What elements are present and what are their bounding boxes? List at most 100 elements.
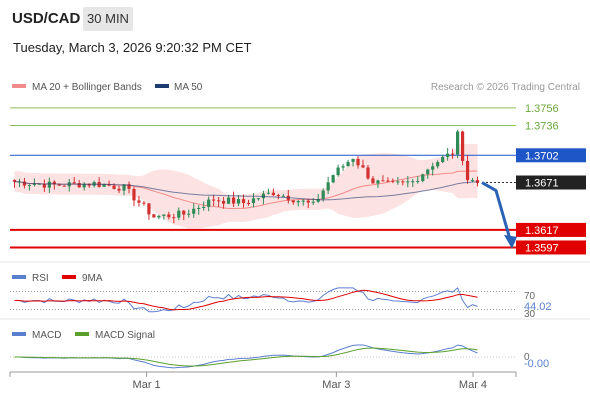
candle — [231, 191, 236, 208]
candle-body — [182, 210, 186, 215]
candle — [411, 178, 415, 188]
macd-panel — [10, 344, 516, 369]
candle-body — [246, 202, 251, 204]
candle — [221, 197, 226, 209]
candle-body — [475, 180, 480, 183]
candle-body — [296, 201, 300, 203]
candle — [436, 160, 440, 169]
candle — [316, 193, 320, 203]
candle-body — [37, 183, 41, 185]
candle — [241, 194, 246, 208]
candle — [470, 178, 475, 183]
candle — [451, 148, 455, 159]
main-legend: MA 20 + Bollinger Bands MA 50 Research ©… — [12, 82, 580, 93]
candle — [291, 200, 295, 205]
candle — [460, 130, 465, 166]
candle-body — [217, 200, 221, 202]
candle — [217, 197, 221, 208]
bollinger-band-fill — [14, 143, 478, 229]
candle — [306, 198, 310, 209]
candle — [122, 184, 126, 196]
candle-body — [27, 184, 32, 186]
candle-body — [22, 181, 27, 186]
level-label-bg — [516, 148, 586, 163]
x-tick-label: Mar 1 — [133, 379, 161, 391]
candle-body — [361, 165, 365, 168]
candle — [147, 203, 151, 220]
candle-body — [226, 197, 231, 204]
forecast-arrow-line — [481, 181, 513, 244]
candle — [202, 201, 206, 211]
macd-legend-swatch — [12, 332, 26, 336]
candle — [271, 188, 275, 197]
candle — [117, 185, 121, 194]
candle-body — [117, 188, 121, 191]
candle-body — [157, 215, 161, 218]
candle-body — [465, 160, 470, 181]
rsi-ma9-line — [14, 289, 478, 311]
candle — [251, 192, 256, 208]
datetime-label: Tuesday, March 3, 2026 9:20:32 PM CET — [13, 40, 252, 55]
level-label: 1.3756 — [525, 103, 559, 115]
candle-body — [42, 183, 46, 188]
candle — [246, 199, 251, 206]
candle — [132, 186, 136, 207]
candle-body — [261, 193, 266, 199]
candle-body — [451, 153, 455, 155]
candle — [441, 154, 445, 164]
level-label: 1.3617 — [525, 225, 559, 237]
chart-credit: Research © 2026 Trading Central — [431, 82, 580, 93]
candle — [321, 188, 325, 202]
bollinger-legend-label: MA 20 + Bollinger Bands — [32, 82, 142, 93]
candle — [187, 209, 191, 218]
macd-signal-legend-label: MACD Signal — [95, 330, 155, 341]
candle-body — [32, 183, 37, 185]
candle-body — [306, 200, 310, 203]
candle — [182, 209, 186, 221]
candle-body — [331, 175, 335, 183]
macd-line — [14, 344, 478, 369]
ma9-legend-label: 9MA — [82, 273, 103, 284]
candle-body — [142, 202, 146, 204]
candle — [416, 176, 420, 184]
bollinger-legend-swatch — [12, 84, 26, 88]
candle — [47, 177, 51, 193]
candle-body — [251, 198, 256, 204]
candle-body — [127, 184, 131, 189]
macd-zero-label: 0 — [524, 352, 530, 363]
candle-body — [436, 162, 440, 167]
candle-body — [212, 199, 216, 201]
candle — [331, 174, 335, 184]
rsi-legend-swatch — [12, 275, 26, 279]
candle — [455, 129, 460, 159]
ma9-legend-swatch — [62, 275, 76, 279]
candle-body — [460, 131, 465, 161]
candle-body — [256, 198, 261, 200]
candle — [386, 177, 390, 183]
candle — [266, 188, 271, 195]
candle — [406, 175, 410, 188]
candle — [421, 173, 425, 183]
candle — [281, 193, 285, 197]
candle-body — [231, 197, 236, 204]
candle-body — [366, 167, 370, 179]
candle — [376, 179, 380, 188]
candle-body — [177, 210, 181, 218]
candle-body — [77, 183, 81, 188]
macd-current-value: -0.00 — [524, 358, 549, 370]
ma50-line-group — [14, 181, 478, 201]
candle — [226, 194, 231, 205]
candle-body — [381, 180, 385, 182]
symbol-title: USD/CAD — [12, 10, 81, 27]
candle — [236, 195, 241, 206]
level-label-bg — [516, 175, 586, 190]
candle — [82, 182, 86, 191]
candle-body — [152, 214, 156, 218]
candle — [346, 159, 350, 167]
candle — [107, 180, 111, 187]
candle-body — [12, 179, 17, 182]
candle — [142, 201, 146, 206]
timeframe-badge[interactable]: 30 MIN — [83, 7, 133, 31]
candle-body — [137, 200, 141, 203]
